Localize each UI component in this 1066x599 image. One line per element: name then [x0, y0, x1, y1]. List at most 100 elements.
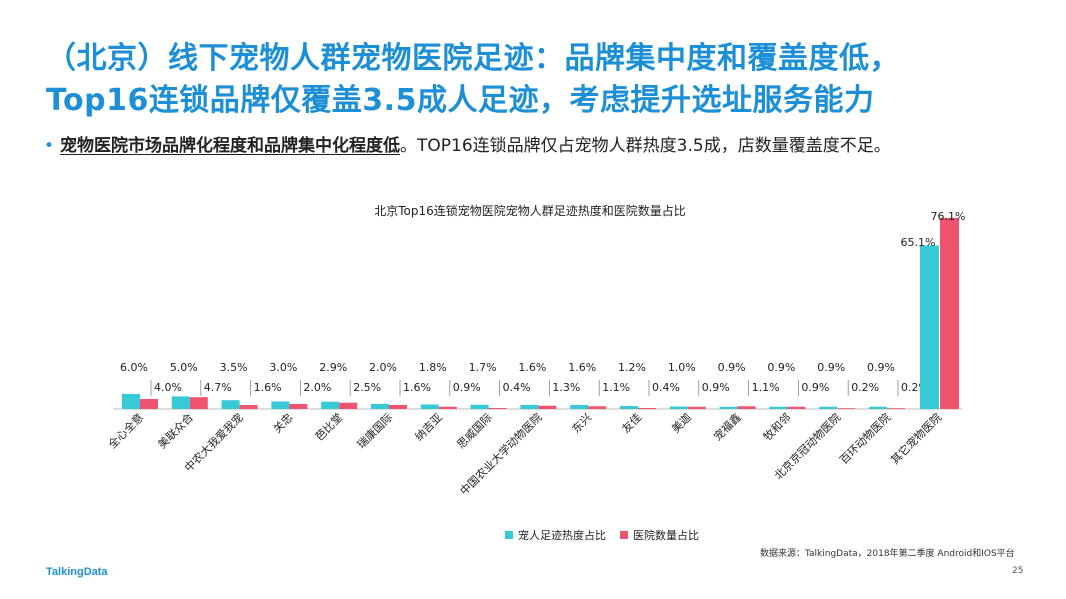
category-label-5: 瑞康国际 — [354, 410, 395, 451]
bar-footprint-10 — [620, 405, 638, 409]
bar-footprint-0 — [122, 393, 140, 409]
slide-title-line2: Top16连锁品牌仅覆盖3.5成人足迹，考虑提升选址服务能力 — [46, 83, 875, 118]
chart-title: 北京Top16连锁宠物医院宠物人群足迹热度和医院数量占比 — [374, 203, 686, 218]
bar-footprint-1 — [171, 396, 190, 409]
bar-footprint-7 — [470, 404, 489, 409]
data-label-footprint-8: 1.6% — [518, 361, 546, 374]
bar-footprint-3 — [271, 401, 290, 409]
data-label-hospital-9: 1.1% — [602, 381, 630, 394]
bar-hospital-6 — [438, 406, 457, 409]
data-label-hospital-7: 0.4% — [503, 381, 531, 394]
bar-footprint-15 — [869, 406, 887, 409]
data-label-footprint-16: 65.1% — [901, 236, 936, 249]
category-label-10: 友佳 — [619, 410, 644, 435]
bar-hospital-0 — [140, 398, 158, 409]
data-label-footprint-12: 0.9% — [718, 361, 746, 374]
legend-item-footprint: 宠人足迹热度占比 — [505, 527, 606, 543]
bar-hospital-7 — [488, 407, 507, 409]
bar-footprint-8 — [520, 404, 539, 409]
category-label-13: 牧和邻 — [760, 410, 793, 443]
bar-hospital-16 — [940, 217, 959, 409]
category-label-15: 百环动物医院 — [837, 410, 894, 467]
data-label-footprint-6: 1.8% — [419, 361, 447, 374]
data-label-hospital-12: 1.1% — [752, 381, 780, 394]
bar-hospital-9 — [588, 406, 607, 409]
legend-swatch-hospital — [620, 531, 628, 539]
bar-hospital-5 — [389, 404, 407, 409]
category-label-9: 东兴 — [570, 411, 595, 436]
data-label-footprint-5: 2.0% — [369, 361, 397, 374]
bar-hospital-3 — [289, 403, 308, 409]
slide-title: （北京）线下宠物人群宠物医院足迹：品牌集中度和覆盖度低， Top16连锁品牌仅覆… — [46, 38, 1046, 122]
category-label-7: 思威国际 — [454, 411, 494, 451]
bar-hospital-15 — [887, 408, 905, 409]
data-label-hospital-16: 76.1% — [931, 210, 966, 223]
data-label-footprint-1: 5.0% — [170, 361, 198, 374]
data-label-hospital-2: 1.6% — [254, 381, 282, 394]
data-label-footprint-9: 1.6% — [568, 361, 596, 374]
category-label-0: 全心全意 — [105, 410, 146, 451]
bar-footprint-14 — [819, 406, 838, 409]
category-label-6: 纳吉亚 — [412, 411, 445, 444]
chart-legend: 宠人足迹热度占比 医院数量占比 — [505, 527, 699, 543]
category-label-12: 宠福鑫 — [710, 410, 743, 443]
bar-hospital-11 — [687, 406, 706, 409]
category-label-8: 中国农业大学动物医院 — [457, 410, 545, 498]
data-label-hospital-8: 1.3% — [552, 381, 580, 394]
bar-footprint-9 — [570, 404, 589, 409]
data-label-hospital-14: 0.2% — [851, 381, 879, 394]
category-label-3: 关忠 — [270, 410, 295, 435]
data-label-footprint-11: 1.0% — [668, 361, 696, 374]
bar-hospital-12 — [737, 406, 756, 409]
bar-hospital-13 — [787, 406, 806, 409]
data-label-hospital-4: 2.5% — [353, 381, 381, 394]
data-label-hospital-3: 2.0% — [303, 381, 331, 394]
data-label-footprint-13: 0.9% — [767, 361, 795, 374]
data-label-hospital-10: 0.4% — [652, 381, 680, 394]
slide-title-line1: （北京）线下宠物人群宠物医院足迹：品牌集中度和覆盖度低， — [46, 41, 900, 76]
bar-footprint-13 — [769, 406, 788, 409]
legend-label-hospital: 医院数量占比 — [633, 529, 699, 542]
data-label-hospital-11: 0.9% — [702, 381, 730, 394]
bar-footprint-4 — [321, 401, 340, 409]
legend-swatch-footprint — [505, 531, 513, 539]
data-label-footprint-7: 1.7% — [469, 361, 497, 374]
bullet-emphasis: 宠物医院市场品牌化程度和品牌集中化程度低 — [60, 136, 401, 156]
bar-footprint-5 — [371, 403, 389, 409]
bar-hospital-1 — [189, 397, 208, 409]
bar-hospital-4 — [339, 402, 358, 409]
bar-footprint-6 — [420, 404, 439, 409]
bar-footprint-11 — [669, 406, 688, 409]
bar-hospital-8 — [538, 405, 557, 409]
bar-hospital-14 — [837, 408, 856, 409]
data-label-hospital-0: 4.0% — [154, 381, 182, 394]
bar-footprint-12 — [719, 406, 738, 409]
legend-label-footprint: 宠人足迹热度占比 — [518, 529, 606, 542]
category-label-11: 美迦 — [669, 411, 694, 436]
bar-footprint-2 — [221, 400, 240, 409]
data-label-footprint-3: 3.0% — [269, 361, 297, 374]
data-label-hospital-13: 0.9% — [801, 381, 829, 394]
category-label-4: 芭比堂 — [312, 410, 345, 443]
category-label-1: 美联众合 — [155, 410, 196, 451]
data-label-hospital-5: 1.6% — [403, 381, 431, 394]
data-source: 数据来源：TalkingData，2018年第二季度 Android和IOS平台 — [760, 549, 1015, 559]
data-label-hospital-6: 0.9% — [453, 381, 481, 394]
category-label-16: 其它宠物医院 — [888, 410, 945, 467]
legend-item-hospital: 医院数量占比 — [620, 527, 699, 543]
data-label-footprint-10: 1.2% — [618, 361, 646, 374]
data-label-footprint-14: 0.9% — [817, 361, 845, 374]
data-label-footprint-4: 2.9% — [319, 361, 347, 374]
bar-hospital-10 — [638, 407, 656, 409]
data-label-hospital-1: 4.7% — [204, 381, 232, 394]
bullet-point: • 宠物医院市场品牌化程度和品牌集中化程度低。TOP16连锁品牌仅占宠物人群热度3… — [44, 134, 1054, 158]
page-number: 25 — [1012, 566, 1024, 576]
data-label-footprint-0: 6.0% — [120, 361, 148, 374]
data-label-footprint-15: 0.9% — [867, 361, 895, 374]
bullet-dot-icon: • — [44, 136, 55, 156]
brand-logo: TalkingData — [46, 566, 108, 578]
bar-footprint-16 — [920, 245, 939, 409]
data-label-footprint-2: 3.5% — [220, 361, 248, 374]
bullet-text: 。TOP16连锁品牌仅占宠物人群热度3.5成，店数量覆盖度不足。 — [400, 136, 891, 156]
